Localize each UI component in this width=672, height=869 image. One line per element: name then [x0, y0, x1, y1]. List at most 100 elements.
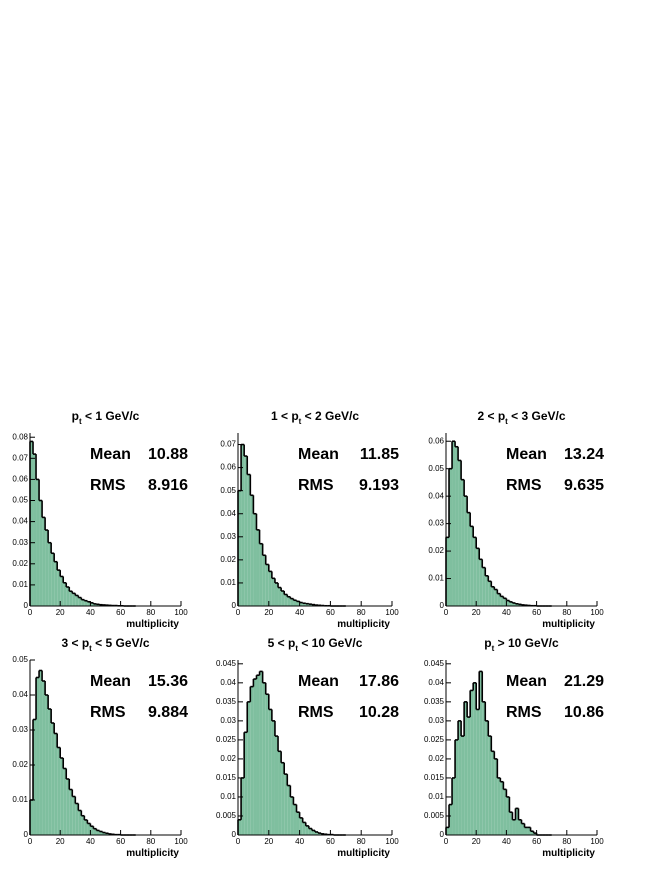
bar — [518, 604, 522, 606]
x-tick-label: 100 — [174, 608, 188, 617]
y-tick-label: 0.005 — [424, 811, 445, 820]
stat-label: Mean — [298, 673, 339, 690]
title-text: < 5 GeV/c — [92, 636, 150, 650]
bar — [287, 785, 291, 835]
y-tick-label: 0.04 — [12, 517, 28, 526]
bar — [51, 553, 55, 606]
x-tick-label: 0 — [28, 837, 33, 846]
bar — [78, 810, 82, 835]
y-tick-label: 0 — [24, 601, 29, 610]
chart-title: 2 < pt < 3 GeV/c — [477, 409, 565, 426]
bar — [259, 671, 263, 835]
x-tick-label: 0 — [236, 837, 241, 846]
x-tick-label: 100 — [385, 837, 399, 846]
bar — [293, 600, 297, 606]
bar — [302, 603, 306, 606]
bar — [503, 789, 507, 835]
bar — [84, 600, 88, 606]
title-text: > 10 GeV/c — [494, 636, 559, 650]
bar — [271, 720, 275, 835]
bar — [284, 594, 288, 606]
bar — [482, 567, 486, 606]
bar — [299, 817, 303, 835]
y-tick-label: 0.03 — [428, 716, 444, 725]
bar — [247, 474, 251, 606]
title-text: < 10 GeV/c — [298, 636, 363, 650]
bar — [75, 803, 79, 835]
x-tick-label: 80 — [146, 608, 155, 617]
bar — [268, 709, 272, 835]
title-subscript: t — [299, 417, 302, 426]
bar — [278, 587, 282, 606]
y-tick-label: 0.025 — [424, 735, 445, 744]
histogram-panel: 0 0.01 0.02 0.03 0.04 0.05 0.06 0 20 40 60 80 100 mul… — [428, 409, 604, 630]
bar — [250, 686, 254, 835]
x-tick-label: 100 — [590, 608, 604, 617]
bar — [476, 548, 480, 606]
bar — [491, 751, 495, 835]
bar — [274, 582, 279, 606]
bar — [84, 819, 88, 835]
y-tick-label: 0.05 — [12, 496, 28, 505]
x-tick-label: 60 — [532, 837, 541, 846]
y-tick-label: 0.045 — [424, 659, 445, 668]
bar — [278, 751, 282, 835]
y-tick-label: 0.02 — [428, 754, 444, 763]
title-text: p — [484, 636, 491, 650]
title-text: < 2 GeV/c — [301, 409, 359, 423]
bar — [479, 671, 483, 835]
bar — [491, 586, 495, 606]
bar — [90, 602, 94, 606]
bar — [296, 812, 300, 835]
bar — [78, 597, 82, 606]
bar — [99, 831, 103, 835]
bar — [238, 490, 242, 606]
bar — [524, 827, 528, 835]
y-tick-label: 0.03 — [220, 532, 236, 541]
bar — [515, 603, 519, 606]
bar — [293, 804, 297, 835]
bar — [308, 604, 312, 606]
bar — [509, 601, 513, 606]
y-tick-label: 0.06 — [12, 475, 28, 484]
title-text: < 1 GeV/c — [82, 409, 140, 423]
bar — [87, 823, 91, 835]
bar — [75, 595, 79, 606]
bar — [473, 537, 477, 606]
stat-value: 10.88 — [148, 446, 188, 463]
stat-label: RMS — [90, 704, 126, 721]
bar — [262, 682, 266, 835]
x-tick-label: 80 — [357, 837, 366, 846]
chart-title: 5 < pt < 10 GeV/c — [268, 636, 363, 653]
stat-value: 9.635 — [564, 477, 604, 494]
y-tick-label: 0.04 — [428, 491, 444, 500]
bar — [467, 512, 471, 606]
y-tick-label: 0.025 — [216, 735, 237, 744]
x-axis-label: multiplicity — [337, 848, 390, 859]
y-tick-label: 0 — [232, 830, 237, 839]
bar — [305, 825, 309, 835]
bar — [527, 827, 531, 835]
bar — [479, 559, 483, 606]
bar — [30, 800, 34, 835]
bar — [533, 833, 537, 835]
bar — [33, 719, 37, 835]
y-tick-label: 0.05 — [220, 486, 236, 495]
bar — [506, 796, 510, 835]
y-tick-label: 0.01 — [428, 574, 444, 583]
bar — [530, 831, 534, 835]
stat-value: 10.28 — [359, 704, 399, 721]
x-tick-label: 40 — [86, 608, 95, 617]
bar — [250, 495, 254, 606]
y-tick-label: 0.01 — [12, 795, 28, 804]
x-tick-label: 40 — [86, 837, 95, 846]
y-tick-label: 0.01 — [220, 792, 236, 801]
bar — [63, 768, 67, 835]
bar — [290, 796, 294, 835]
stat-value: 9.884 — [148, 704, 188, 721]
bar — [494, 589, 498, 606]
x-tick-label: 60 — [116, 608, 125, 617]
bar — [299, 602, 303, 606]
y-tick-label: 0 — [24, 830, 29, 839]
bar — [461, 736, 465, 835]
